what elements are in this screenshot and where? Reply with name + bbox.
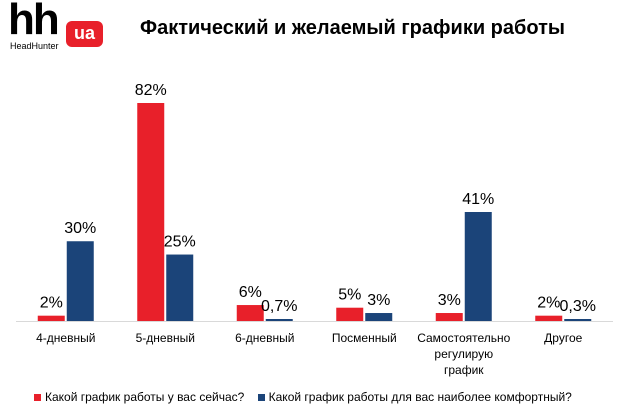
category-label-3: Посменный — [332, 331, 397, 345]
data-label-comfortable-1: 25% — [164, 234, 196, 251]
bar-current-4 — [435, 313, 463, 321]
category-label-2: 6-дневный — [235, 331, 294, 345]
legend-item-comfortable: Какой график работы для вас наиболее ком… — [257, 390, 572, 404]
bar-comfortable-3 — [365, 313, 393, 321]
legend-item-current: Какой график работы у вас сейчас? — [34, 390, 244, 404]
category-label-1: 5-дневный — [136, 331, 195, 345]
category-label-0: 4-дневный — [36, 331, 95, 345]
bar-comfortable-0 — [66, 241, 94, 321]
chart-legend: Какой график работы у вас сейчас? Какой … — [34, 390, 582, 404]
data-label-comfortable-5: 0,3% — [560, 298, 596, 315]
logo-hh-text: hh — [8, 0, 60, 44]
data-label-comfortable-3: 3% — [367, 292, 390, 309]
bar-comfortable-2 — [265, 319, 293, 321]
bar-current-0 — [37, 315, 65, 321]
category-label-5: Другое — [544, 331, 582, 345]
data-label-current-4: 3% — [438, 292, 461, 309]
logo-subtitle: HeadHunter — [10, 41, 59, 51]
data-label-current-5: 2% — [537, 295, 560, 312]
data-label-comfortable-4: 41% — [462, 191, 494, 208]
data-label-comfortable-0: 30% — [64, 220, 96, 237]
chart-title: Фактический и желаемый графики работы — [140, 17, 565, 39]
legend-label-comfortable: Какой график работы для вас наиболее ком… — [268, 390, 572, 404]
bar-comfortable-5 — [564, 319, 592, 321]
data-label-current-1: 82% — [135, 82, 167, 99]
legend-swatch-comfortable — [257, 394, 265, 402]
bar-comfortable-1 — [166, 254, 194, 321]
data-label-current-0: 2% — [40, 295, 63, 312]
legend-label-current: Какой график работы у вас сейчас? — [45, 390, 245, 404]
headhunter-logo: hh ua HeadHunter — [8, 0, 103, 54]
bar-current-5 — [535, 315, 563, 321]
data-label-current-2: 6% — [239, 284, 262, 301]
bar-current-2 — [236, 305, 264, 321]
legend-swatch-current — [34, 394, 41, 402]
category-label-4: Самостоятельно регулирую график — [417, 331, 510, 377]
bar-comfortable-4 — [464, 212, 492, 321]
bar-current-1 — [137, 103, 165, 321]
logo-ua-badge: ua — [66, 21, 103, 47]
bar-current-3 — [336, 307, 364, 321]
data-label-current-3: 5% — [338, 287, 361, 304]
data-label-comfortable-2: 0,7% — [261, 298, 297, 315]
